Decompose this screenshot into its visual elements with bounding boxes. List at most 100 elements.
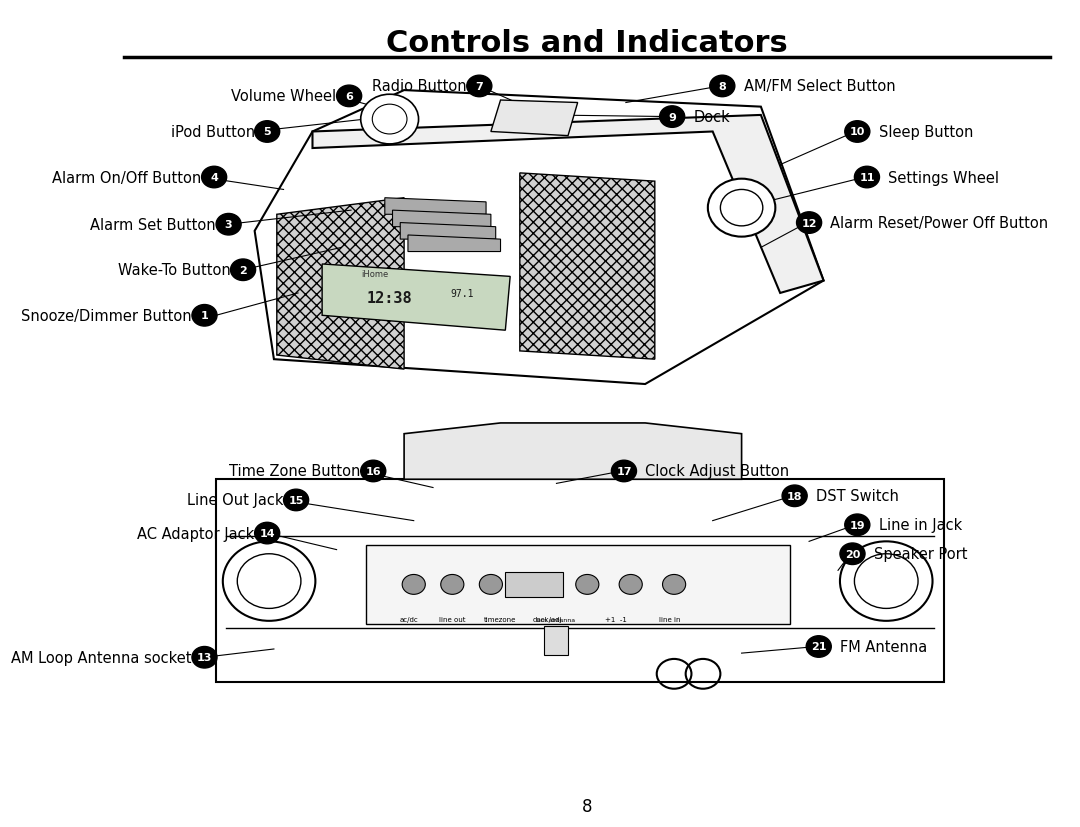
Text: Alarm On/Off Button: Alarm On/Off Button (52, 170, 202, 185)
Text: ac/dc: ac/dc (400, 616, 418, 622)
Circle shape (797, 213, 822, 234)
Polygon shape (276, 198, 404, 370)
Circle shape (806, 636, 832, 657)
Text: 12:38: 12:38 (367, 290, 413, 305)
Text: 1: 1 (201, 311, 208, 321)
Circle shape (192, 647, 217, 668)
Polygon shape (312, 116, 824, 294)
Text: dock/adj.: dock/adj. (532, 616, 565, 622)
Circle shape (361, 461, 386, 482)
Circle shape (854, 167, 879, 189)
Circle shape (840, 543, 865, 565)
Circle shape (230, 260, 256, 281)
Circle shape (222, 542, 315, 621)
Circle shape (527, 575, 551, 595)
Text: Alarm Reset/Power Off Button: Alarm Reset/Power Off Button (831, 216, 1049, 231)
Text: 97.1: 97.1 (450, 289, 474, 299)
Text: 10: 10 (850, 127, 865, 137)
Circle shape (337, 86, 362, 108)
Text: Radio Button: Radio Button (373, 79, 467, 94)
Text: timezone: timezone (484, 616, 516, 622)
Polygon shape (322, 265, 510, 331)
Text: 6: 6 (346, 92, 353, 102)
Polygon shape (384, 198, 486, 215)
Text: 13: 13 (197, 653, 212, 662)
Text: Wake-To Button: Wake-To Button (118, 263, 230, 278)
Text: +1  -1: +1 -1 (605, 616, 627, 622)
Text: AM Loop Antenna socket: AM Loop Antenna socket (12, 650, 192, 665)
Text: FM Antenna: FM Antenna (840, 639, 928, 654)
Circle shape (202, 167, 227, 189)
Text: 11: 11 (860, 173, 875, 183)
Text: AM/FM Select Button: AM/FM Select Button (743, 79, 895, 94)
Text: Line Out Jack: Line Out Jack (187, 493, 284, 508)
Text: 8: 8 (718, 82, 726, 92)
Text: line out: line out (440, 616, 465, 622)
Polygon shape (408, 236, 500, 252)
Text: 20: 20 (845, 549, 860, 559)
Text: line in: line in (659, 616, 680, 622)
Text: Speaker Port: Speaker Port (874, 547, 968, 562)
Text: 5: 5 (264, 127, 271, 137)
Bar (365, 546, 789, 624)
Circle shape (216, 214, 241, 236)
Text: 18: 18 (787, 491, 802, 501)
Text: 7: 7 (475, 82, 483, 92)
Circle shape (782, 485, 807, 507)
Circle shape (845, 514, 869, 536)
Text: iPod Button: iPod Button (171, 125, 255, 140)
Text: 15: 15 (288, 495, 303, 505)
Text: 3: 3 (225, 220, 232, 230)
Text: 17: 17 (617, 466, 632, 476)
Text: Line in Jack: Line in Jack (878, 518, 962, 533)
Text: Controls and Indicators: Controls and Indicators (387, 29, 788, 58)
Text: 14: 14 (259, 528, 275, 538)
Circle shape (402, 575, 426, 595)
Circle shape (361, 95, 419, 145)
Text: 12: 12 (801, 218, 816, 228)
Text: DST Switch: DST Switch (815, 489, 899, 504)
Circle shape (840, 542, 932, 621)
Polygon shape (401, 223, 496, 240)
Text: AC Adaptor Jack: AC Adaptor Jack (137, 526, 255, 541)
Text: Settings Wheel: Settings Wheel (888, 170, 999, 185)
Text: Sleep Button: Sleep Button (878, 125, 973, 140)
Text: 19: 19 (850, 520, 865, 530)
Circle shape (441, 575, 464, 595)
Circle shape (192, 305, 217, 327)
Circle shape (284, 490, 309, 511)
Circle shape (662, 575, 686, 595)
Circle shape (255, 523, 280, 544)
Text: 8: 8 (582, 797, 593, 815)
Polygon shape (519, 174, 654, 360)
Text: 21: 21 (811, 642, 826, 652)
Circle shape (576, 575, 599, 595)
Circle shape (710, 76, 734, 98)
Circle shape (707, 179, 775, 237)
Text: Volume Wheel: Volume Wheel (231, 89, 337, 104)
Text: Dock: Dock (693, 110, 730, 125)
Circle shape (619, 575, 643, 595)
Text: Snooze/Dimmer Button: Snooze/Dimmer Button (22, 308, 192, 323)
Polygon shape (491, 101, 578, 136)
Polygon shape (255, 91, 824, 385)
Polygon shape (392, 211, 491, 227)
Text: 9: 9 (669, 112, 676, 122)
Text: 2: 2 (239, 265, 247, 275)
Text: Alarm Set Button: Alarm Set Button (91, 218, 216, 232)
Circle shape (611, 461, 636, 482)
Text: Time Zone Button: Time Zone Button (229, 464, 361, 479)
Circle shape (480, 575, 502, 595)
Bar (544, 626, 568, 655)
Text: 16: 16 (365, 466, 381, 476)
Text: Clock Adjust Button: Clock Adjust Button (645, 464, 789, 479)
Circle shape (467, 76, 491, 98)
Polygon shape (404, 423, 742, 480)
Circle shape (660, 107, 685, 128)
Circle shape (845, 122, 869, 143)
Text: am antenna: am antenna (538, 617, 576, 622)
Text: iHome: iHome (362, 270, 389, 279)
Text: 4: 4 (211, 173, 218, 183)
Polygon shape (216, 480, 944, 682)
Circle shape (255, 122, 280, 143)
